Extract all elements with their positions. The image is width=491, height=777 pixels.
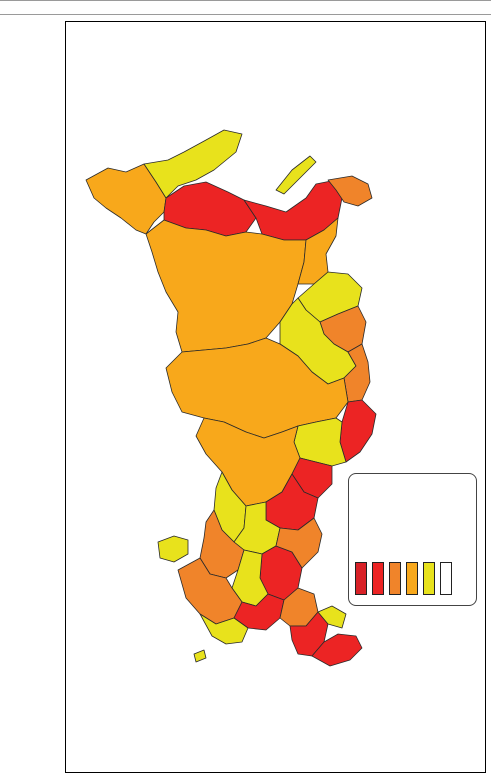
map-legend [348,473,477,606]
legend-swatch-2 [372,562,384,595]
region-island[interactable] [193,649,207,663]
region-west-peninsula[interactable] [157,535,189,563]
legend-swatch-4 [406,562,418,595]
region-southern-yellow-2[interactable] [199,613,249,645]
legend-swatch-5 [423,562,435,595]
region-northwest[interactable] [85,163,167,235]
region-south-tip-red-2[interactable] [311,633,363,667]
region-south-tip-yellow[interactable] [317,605,347,629]
region-ne-peninsula[interactable] [275,155,317,195]
region-southern-orange-1[interactable] [275,517,323,569]
legend-swatch-1 [355,562,367,595]
legend-swatch-6 [440,562,452,595]
map-frame [65,21,486,773]
top-rule-secondary [0,14,491,15]
legend-swatches [355,562,452,595]
region-east-red-1[interactable] [339,399,377,463]
choropleth-map [85,129,377,667]
region-northeast-orange[interactable] [327,175,373,207]
top-rule [0,0,491,1]
legend-swatch-3 [389,562,401,595]
region-east-amber[interactable] [297,217,339,285]
